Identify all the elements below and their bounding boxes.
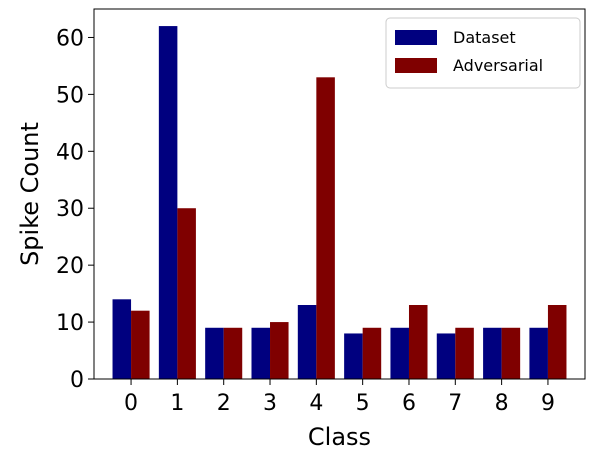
x-tick-label: 0 xyxy=(124,391,138,416)
bar-dataset-class-1 xyxy=(158,26,178,379)
y-tick-label: 30 xyxy=(56,197,84,222)
y-tick-label: 60 xyxy=(56,26,84,51)
x-tick-label: 9 xyxy=(541,391,555,416)
x-tick-label: 1 xyxy=(170,391,184,416)
bar-adversarial-class-4 xyxy=(316,77,335,380)
bar-dataset-class-6 xyxy=(390,327,409,379)
legend-swatch-adversarial xyxy=(395,58,437,73)
legend-swatch-dataset xyxy=(395,30,437,45)
y-tick-label: 10 xyxy=(56,311,84,336)
plot-frame xyxy=(93,8,586,380)
y-axis-ticks: 0 10 20 30 40 50 60 xyxy=(56,26,94,393)
x-tick-label: 5 xyxy=(356,391,370,416)
y-tick-label: 0 xyxy=(70,368,84,393)
bar-adversarial-class-9 xyxy=(547,305,567,379)
bar-adversarial-class-8 xyxy=(501,327,521,379)
bar-adversarial-class-5 xyxy=(362,327,382,379)
x-tick-label: 3 xyxy=(263,391,277,416)
bar-dataset-class-2 xyxy=(205,327,224,379)
x-tick-label: 4 xyxy=(309,391,323,416)
x-axis-ticks: 0 1 2 3 4 5 6 7 8 9 xyxy=(124,379,555,416)
bar-adversarial-class-1 xyxy=(177,208,196,379)
x-tick-label: 2 xyxy=(217,391,231,416)
legend-label-dataset: Dataset xyxy=(453,28,516,47)
x-tick-label: 8 xyxy=(495,391,509,416)
bar-adversarial-class-6 xyxy=(408,305,428,379)
x-axis-title: Class xyxy=(308,423,371,451)
bar-dataset-class-3 xyxy=(251,327,271,379)
bar-dataset-class-0 xyxy=(112,299,132,379)
bar-dataset-class-9 xyxy=(529,327,548,379)
bar-dataset-class-7 xyxy=(436,333,456,379)
bar-adversarial-class-2 xyxy=(223,327,243,379)
y-tick-label: 50 xyxy=(56,83,84,108)
y-tick-label: 40 xyxy=(56,140,84,165)
x-tick-label: 7 xyxy=(448,391,462,416)
bar-dataset-class-4 xyxy=(297,305,317,379)
bar-dataset-class-5 xyxy=(344,333,363,379)
y-axis-title: Spike Count xyxy=(16,122,44,266)
legend-label-adversarial: Adversarial xyxy=(453,56,543,75)
bar-adversarial-class-3 xyxy=(270,322,289,379)
y-tick-label: 20 xyxy=(56,254,84,279)
bar-adversarial-class-7 xyxy=(455,327,474,379)
bar-dataset-class-8 xyxy=(483,327,502,379)
bar-adversarial-class-0 xyxy=(131,310,150,379)
x-tick-label: 6 xyxy=(402,391,416,416)
legend: Dataset Adversarial xyxy=(385,17,581,89)
bars-group xyxy=(112,26,567,380)
